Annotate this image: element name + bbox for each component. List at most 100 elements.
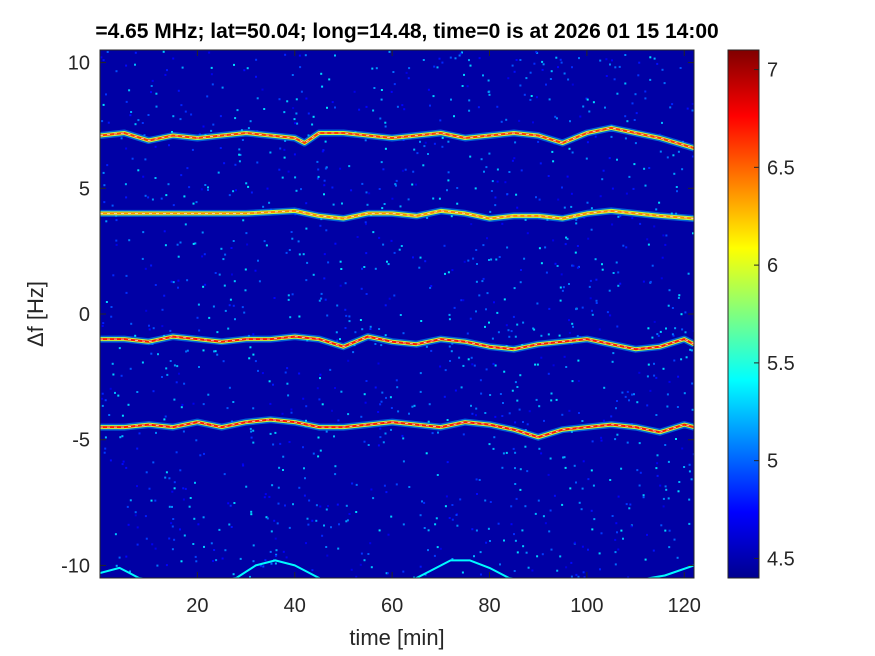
noise-speck [216,331,219,334]
noise-speck [250,430,253,433]
noise-speck [642,280,645,283]
noise-speck [321,534,324,537]
noise-speck [331,101,334,104]
noise-speck [321,150,324,153]
noise-speck [142,231,145,234]
noise-speck [533,62,536,65]
noise-speck [512,447,515,450]
noise-speck [171,490,174,493]
noise-speck [207,186,209,189]
noise-speck [531,569,534,572]
noise-speck [220,247,223,250]
noise-speck [620,529,623,532]
noise-speck [485,308,487,311]
noise-speck [508,335,511,338]
noise-speck [592,101,595,104]
noise-speck [563,355,566,358]
noise-speck [444,505,447,508]
noise-speck [279,147,282,150]
noise-speck [166,69,168,72]
noise-speck [554,262,557,265]
noise-speck [681,168,684,171]
noise-speck [194,555,197,558]
noise-speck [154,499,157,502]
noise-speck [550,548,553,551]
noise-speck [382,168,385,171]
noise-speck [284,139,287,142]
noise-speck [677,150,680,153]
noise-speck [585,97,588,100]
noise-speck [401,169,404,172]
noise-speck [634,142,637,145]
noise-speck [254,360,257,363]
noise-speck [150,352,153,355]
noise-speck [538,447,541,450]
noise-speck [179,528,181,531]
noise-speck [475,414,477,417]
noise-speck [129,499,132,502]
noise-speck [383,203,386,205]
noise-speck [247,185,250,188]
noise-speck [601,268,604,271]
noise-speck [229,298,232,301]
noise-speck [141,122,144,124]
x-tick-label: 80 [478,595,500,617]
noise-speck [495,258,498,261]
x-axis-label: time [min] [349,625,444,650]
noise-speck [631,102,634,105]
noise-speck [233,502,236,504]
noise-speck [446,419,449,421]
noise-speck [278,466,281,469]
noise-speck [298,54,301,57]
noise-speck [529,71,532,74]
noise-speck [473,364,476,367]
noise-speck [578,57,580,60]
noise-speck [646,238,649,241]
noise-speck [393,251,396,254]
noise-speck [536,302,539,305]
noise-speck [549,509,552,512]
noise-speck [664,444,667,446]
noise-speck [658,133,661,136]
noise-speck [413,148,416,151]
noise-speck [238,148,241,151]
noise-speck [533,328,536,331]
noise-speck [568,319,570,322]
noise-speck [592,484,595,487]
noise-speck [632,187,635,190]
noise-speck [485,541,488,544]
noise-speck [536,363,539,366]
noise-speck [197,303,200,306]
noise-speck [150,85,153,87]
noise-speck [121,435,124,438]
noise-speck [662,234,665,237]
noise-speck [471,412,474,415]
noise-speck [110,306,113,308]
noise-speck [566,237,569,240]
noise-speck [685,356,688,359]
noise-speck [175,381,178,384]
noise-speck [664,529,667,532]
noise-speck [672,154,675,157]
noise-speck [428,403,431,406]
colorbar-tick-label: 5 [767,451,778,473]
noise-speck [102,59,105,62]
noise-speck [412,170,415,173]
noise-speck [542,63,545,66]
noise-speck [299,66,302,69]
noise-speck [403,108,406,111]
noise-speck [230,247,233,249]
noise-speck [448,517,451,519]
noise-speck [154,284,157,286]
noise-speck [365,293,368,295]
noise-speck [214,272,217,274]
noise-speck [125,147,128,150]
trace-peak-marks [100,336,694,350]
noise-speck [541,68,544,71]
noise-speck [364,139,367,142]
noise-speck [427,88,430,91]
noise-speck [184,223,187,226]
noise-speck [320,292,323,295]
noise-speck [266,187,269,190]
noise-speck [281,412,284,415]
